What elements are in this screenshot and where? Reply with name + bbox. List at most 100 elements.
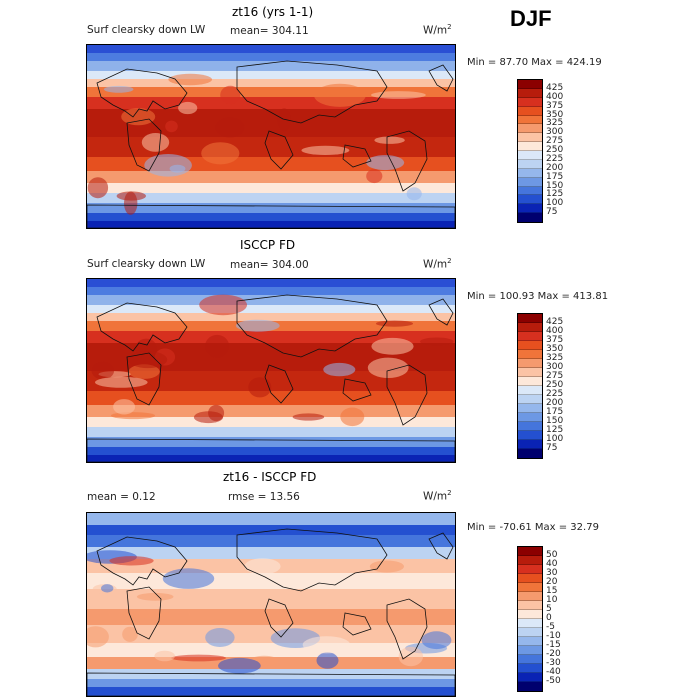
coastline bbox=[342, 378, 372, 402]
coastline bbox=[428, 64, 454, 92]
colorbar-swatch bbox=[518, 583, 542, 592]
colorbar-swatch bbox=[518, 637, 542, 646]
colorbar-swatch bbox=[518, 168, 542, 178]
mean-stat: mean= 304.00 bbox=[230, 259, 309, 271]
map-plot bbox=[86, 278, 456, 463]
field-anomaly bbox=[154, 650, 175, 662]
field-anomaly bbox=[205, 628, 235, 647]
field-anomaly bbox=[302, 636, 351, 654]
coastline bbox=[87, 672, 455, 696]
field-band bbox=[87, 547, 455, 560]
colorbar-swatch bbox=[518, 440, 542, 449]
coastline bbox=[126, 586, 162, 640]
colorbar-swatch bbox=[518, 359, 542, 368]
field-anomaly bbox=[103, 85, 134, 93]
colorbar-swatch bbox=[518, 601, 542, 610]
panel-title: zt16 (yrs 1-1) bbox=[232, 5, 314, 19]
colorbar-swatch bbox=[518, 386, 542, 395]
colorbar-swatch bbox=[518, 404, 542, 413]
field-band bbox=[87, 193, 455, 204]
panel-title: ISCCP FD bbox=[240, 238, 296, 252]
field-anomaly bbox=[144, 154, 192, 177]
min-max-stat: Min = 100.93 Max = 413.81 bbox=[467, 291, 609, 302]
field-band bbox=[87, 589, 455, 610]
coastline bbox=[428, 532, 454, 560]
field-anomaly bbox=[178, 101, 198, 115]
colorbar-label: 275 bbox=[546, 371, 564, 381]
units-label: W/m2 bbox=[423, 257, 452, 271]
field-band bbox=[87, 79, 455, 88]
field-band bbox=[87, 137, 455, 158]
field-anomaly bbox=[301, 145, 350, 155]
field-anomaly bbox=[374, 136, 405, 144]
coastline bbox=[342, 144, 372, 168]
colorbar-swatch bbox=[518, 97, 542, 107]
colorbar-label: 375 bbox=[546, 100, 564, 111]
colorbar-label: 350 bbox=[546, 344, 564, 354]
field-band bbox=[87, 525, 455, 536]
field-anomaly bbox=[218, 657, 261, 674]
field-band bbox=[87, 213, 455, 222]
colorbar-label: 150 bbox=[546, 416, 564, 426]
field-band bbox=[87, 295, 455, 306]
field-anomaly bbox=[110, 412, 156, 420]
field-band bbox=[87, 427, 455, 438]
colorbar-swatch bbox=[518, 106, 542, 116]
colorbar-swatch bbox=[518, 177, 542, 187]
field-anomaly bbox=[235, 319, 280, 332]
field-anomaly bbox=[371, 337, 414, 355]
colorbar-label: 275 bbox=[546, 136, 564, 147]
field-anomaly bbox=[122, 610, 171, 619]
field-anomaly bbox=[109, 556, 154, 566]
field-anomaly bbox=[124, 191, 138, 215]
colorbar-label: 100 bbox=[546, 434, 564, 444]
field-anomaly bbox=[371, 91, 426, 99]
colorbar-swatch bbox=[518, 115, 542, 125]
colorbar-label: 425 bbox=[546, 82, 564, 93]
colorbar-label: 250 bbox=[546, 145, 564, 155]
colorbar-swatch bbox=[518, 204, 542, 214]
coastline bbox=[96, 68, 188, 118]
field-anomaly bbox=[369, 560, 404, 573]
field-anomaly bbox=[171, 654, 226, 662]
colorbar-label: 125 bbox=[546, 189, 564, 200]
field-anomaly bbox=[121, 108, 156, 126]
colorbar-swatch bbox=[518, 574, 542, 583]
colorbar-swatch bbox=[518, 565, 542, 574]
colorbar-label: 40 bbox=[546, 559, 558, 569]
colorbar-label: 225 bbox=[546, 153, 564, 164]
field-anomaly bbox=[366, 169, 383, 184]
field-anomaly bbox=[122, 626, 138, 642]
colorbar-label: 400 bbox=[546, 326, 564, 336]
colorbar-label: 125 bbox=[546, 425, 564, 435]
field-anomaly bbox=[220, 85, 241, 105]
units-label: W/m2 bbox=[423, 489, 452, 503]
field-anomaly bbox=[165, 120, 178, 133]
colorbar-label: 150 bbox=[546, 180, 564, 191]
field-band bbox=[87, 279, 455, 288]
colorbar-label: -10 bbox=[546, 631, 561, 641]
colorbar-swatch bbox=[518, 341, 542, 350]
colorbar-label: 375 bbox=[546, 335, 564, 345]
colorbar-label: 10 bbox=[546, 595, 558, 605]
field-band bbox=[87, 53, 455, 62]
field-anomaly bbox=[95, 376, 148, 388]
colorbar-swatch bbox=[518, 413, 542, 422]
coastline bbox=[236, 294, 388, 358]
field-anomaly bbox=[193, 411, 224, 424]
colorbar-swatch bbox=[518, 628, 542, 637]
map-plot bbox=[86, 512, 456, 697]
field-anomaly bbox=[340, 407, 365, 427]
mean-stat: mean = 0.12 bbox=[87, 491, 156, 503]
colorbar-label: 325 bbox=[546, 118, 564, 129]
variable-label: Surf clearsky down LW bbox=[87, 24, 206, 36]
colorbar-swatch bbox=[518, 186, 542, 196]
coastline bbox=[264, 598, 294, 638]
field-band bbox=[87, 61, 455, 72]
colorbar-label: 300 bbox=[546, 127, 564, 138]
coastline bbox=[236, 528, 388, 592]
colorbar-label: 30 bbox=[546, 568, 558, 578]
coastline bbox=[386, 130, 428, 192]
colorbar-swatch bbox=[518, 646, 542, 655]
colorbar-label: 50 bbox=[546, 550, 558, 560]
